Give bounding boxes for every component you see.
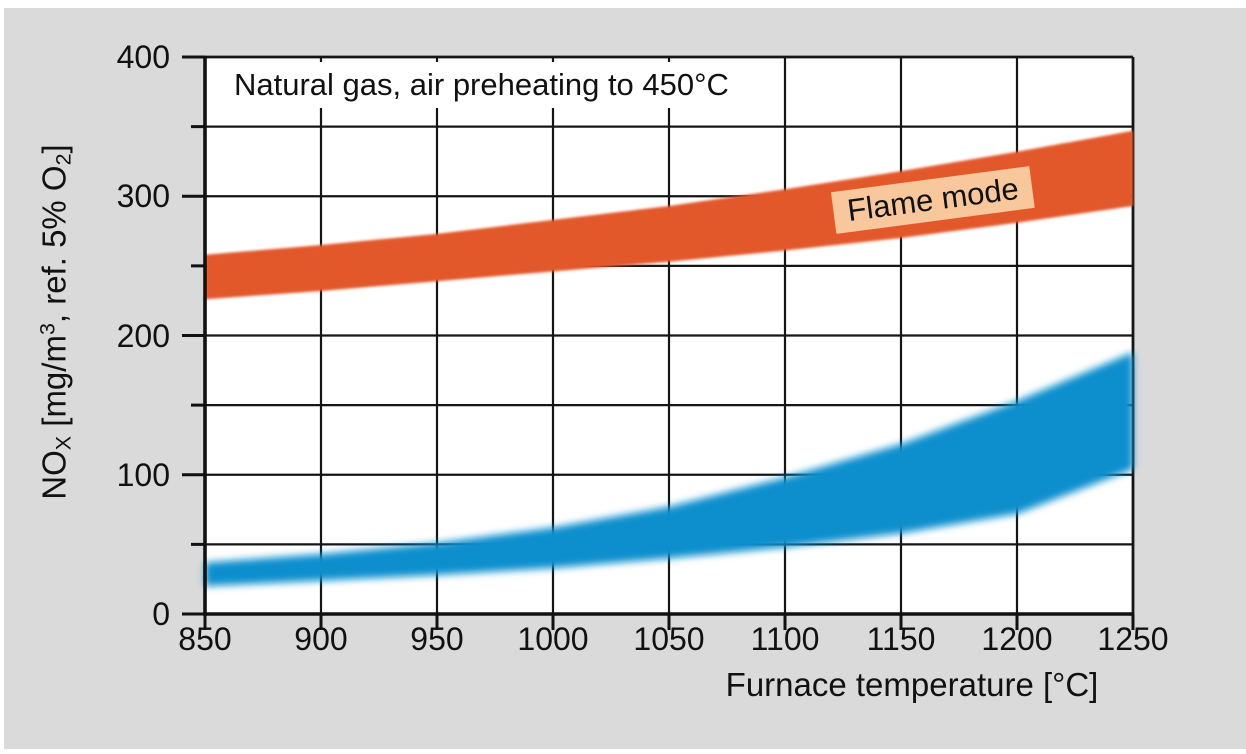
y-axis-title-part: , ref. 5% O (35, 165, 73, 324)
flame-mode-band (205, 130, 1133, 300)
x-tick-label: 1000 (517, 621, 589, 657)
y-tick-label: 400 (116, 39, 170, 75)
annotation-text: Natural gas, air preheating to 450°C (234, 67, 729, 102)
y-tick-label: 200 (116, 317, 170, 354)
blue-band-unlabeled (205, 352, 1133, 587)
y-axis-title-part: NO (35, 450, 73, 500)
y-axis-title-part: [mg/m (35, 335, 73, 436)
x-tick-label: 850 (178, 621, 232, 657)
x-tick-label: 1250 (1097, 621, 1169, 657)
y-tick-label: 100 (116, 456, 170, 493)
x-tick-label: 1200 (981, 621, 1053, 657)
y-tick-label: 0 (152, 596, 170, 632)
x-tick-label: 1050 (633, 621, 705, 657)
x-tick-label: 950 (410, 621, 464, 657)
y-tick-label: 300 (116, 178, 170, 215)
y-axis-title-part: 2 (51, 153, 76, 166)
x-tick-label: 900 (294, 621, 348, 657)
x-tick-label: 1100 (750, 621, 820, 657)
annotation-box: Natural gas, air preheating to 450°C (222, 62, 741, 108)
y-axis-title-part: X (51, 435, 76, 451)
y-axis-title: NOX [mg/m3, ref. 5% O2] (35, 144, 76, 499)
y-axis-title-part: 3 (35, 323, 60, 336)
y-axis-title-part: ] (35, 144, 73, 154)
x-axis-title: Furnace temperature [°C] (725, 666, 1099, 703)
x-tick-label: 1150 (866, 621, 936, 657)
